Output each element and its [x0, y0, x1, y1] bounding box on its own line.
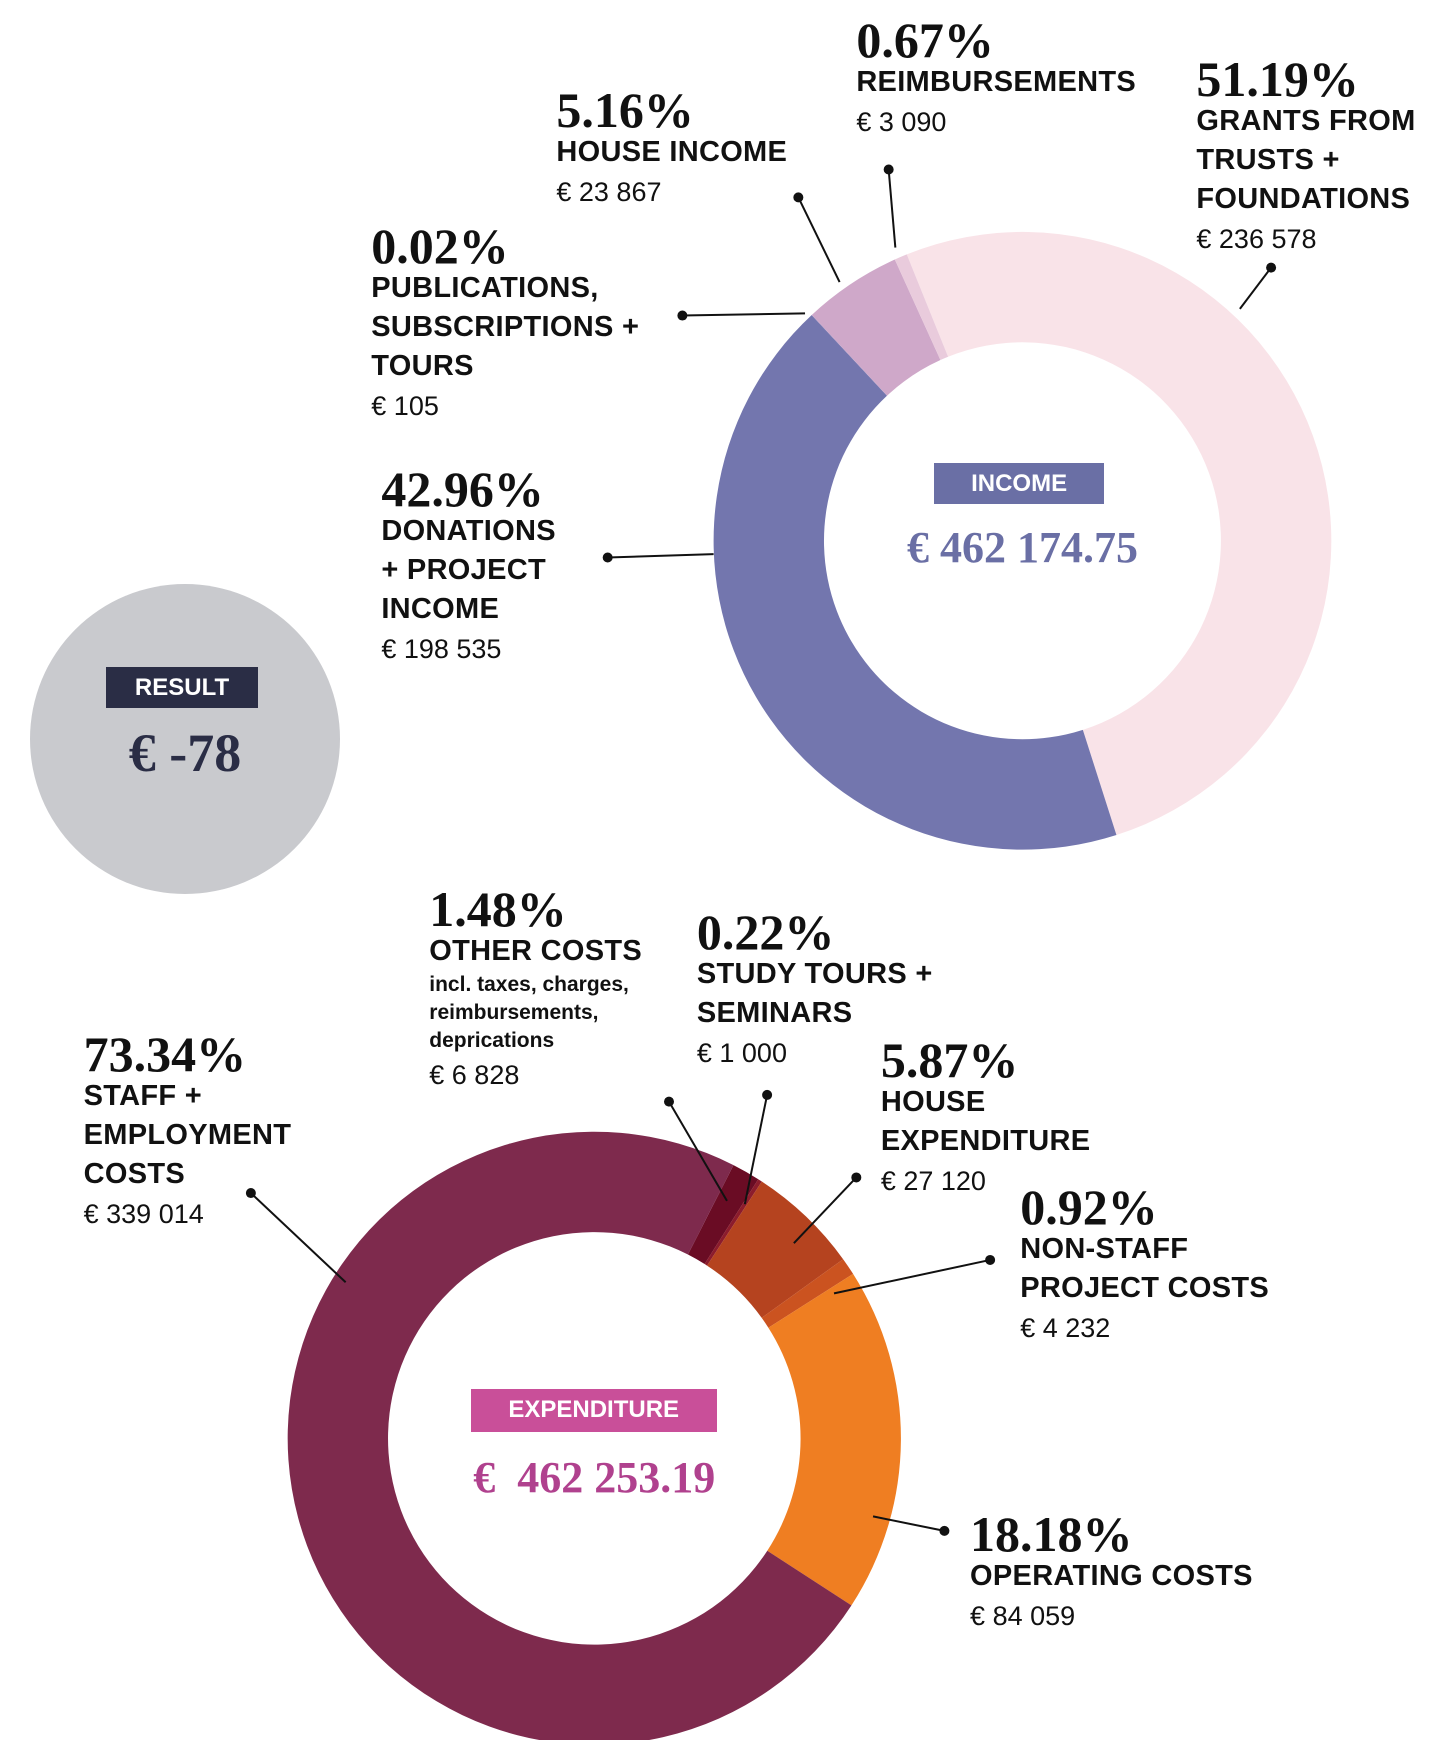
percent-label: 5.87% — [880, 1031, 1019, 1088]
segment-label: 0.67% REIMBURSEMENTS € 3 090 — [856, 11, 1137, 142]
leader-line — [872, 1515, 945, 1532]
center-badge: INCOME — [934, 462, 1104, 504]
amount-label: € 1 000 — [696, 1037, 787, 1068]
segment-label: 0.22% STUDY TOURS + SEMINARS € 1 000 — [696, 903, 933, 1073]
percent-label: 73.34% — [83, 1026, 247, 1083]
donut-segment — [713, 315, 1117, 850]
leader-dot — [664, 1096, 674, 1107]
amount-label: € 339 014 — [83, 1199, 204, 1230]
category-label: OPERATING COSTS — [970, 1559, 1253, 1592]
donut-segment — [687, 1165, 759, 1265]
donut-segment — [811, 314, 888, 396]
leader-line — [797, 196, 841, 283]
center-badge: EXPENDITURE — [470, 1389, 717, 1432]
amount-label: € 84 059 — [970, 1600, 1076, 1631]
category-label: HOUSE EXPENDITURE — [880, 1085, 1091, 1157]
leader-dot — [985, 1254, 996, 1265]
amount-label: € 4 232 — [1020, 1313, 1111, 1344]
leader-dot — [851, 1172, 862, 1183]
percent-label: 42.96% — [381, 461, 544, 518]
segment-label: 0.92% NON-STAFF PROJECT COSTS € 4 232 — [1020, 1179, 1270, 1348]
percent-label: 5.16% — [556, 81, 694, 138]
category-label: GRANTS FROM TRUSTS + FOUNDATIONS — [1196, 104, 1416, 215]
category-label: OTHER COSTS — [429, 935, 643, 968]
category-label: STAFF + EMPLOYMENT COSTS — [83, 1080, 292, 1191]
segment-label: 51.19% GRANTS FROM TRUSTS + FOUNDATIONS € … — [1196, 50, 1416, 259]
leader-dot — [245, 1188, 256, 1199]
amount-label: € 3 090 — [856, 106, 947, 137]
center-total: € 462 174.75 — [906, 522, 1138, 572]
donut-segment — [287, 1131, 852, 1740]
leader-line — [607, 553, 714, 559]
segment-label: 73.34% STAFF + EMPLOYMENT COSTS € 339 014 — [83, 1026, 292, 1234]
category-label: STUDY TOURS + SEMINARS — [696, 957, 933, 1029]
segment-label: 18.18% OPERATING COSTS € 84 059 — [970, 1505, 1253, 1636]
leader-dot — [762, 1089, 773, 1100]
category-label: PUBLICATIONS, SUBSCRIPTIONS + TOURS — [371, 272, 640, 382]
leader-dot — [793, 192, 804, 203]
leader-line — [743, 1094, 769, 1205]
percent-label: 1.48% — [429, 881, 567, 938]
donut-segment — [906, 231, 1332, 835]
percent-label: 0.92% — [1020, 1179, 1158, 1236]
segment-label: 0.02% PUBLICATIONS, SUBSCRIPTIONS + TOURS… — [371, 218, 640, 426]
leader-line — [250, 1192, 347, 1283]
amount-label: € 236 578 — [1196, 223, 1317, 254]
leader-line — [833, 1258, 991, 1295]
leader-dot — [939, 1525, 950, 1536]
center-total: € 462 253.19 — [473, 1452, 716, 1502]
leader-line — [668, 1101, 728, 1202]
percent-label: 0.67% — [856, 11, 994, 68]
annotation: incl. taxes, charges, reimbursements, de… — [429, 973, 629, 1053]
category-label: REIMBURSEMENTS — [856, 65, 1137, 98]
result-circle — [30, 584, 340, 894]
percent-label: 0.22% — [696, 903, 835, 960]
donut-segment — [704, 1179, 762, 1266]
percent-label: 0.02% — [371, 218, 509, 274]
amount-label: € 105 — [371, 391, 439, 421]
donut-segment — [707, 1181, 844, 1318]
amount-label: € 23 867 — [556, 176, 662, 207]
donut-segment — [767, 1273, 901, 1606]
donut-segment — [894, 254, 949, 361]
donut-segment — [761, 1259, 854, 1328]
amount-label: € 198 535 — [381, 634, 502, 665]
result-badge: RESULT — [106, 667, 258, 708]
leader-line — [682, 312, 806, 317]
segment-label: 5.16% HOUSE INCOME € 23 867 — [556, 81, 788, 212]
category-label: DONATIONS + PROJECT INCOME — [381, 515, 556, 626]
segment-label: 42.96% DONATIONS + PROJECT INCOME € 198 53… — [381, 461, 556, 669]
category-label: HOUSE INCOME — [556, 135, 788, 168]
leader-line — [887, 169, 897, 248]
leader-dot — [602, 552, 613, 563]
donut-segment — [811, 259, 941, 396]
leader-dot — [1266, 262, 1277, 273]
segment-label: 1.48% OTHER COSTS incl. taxes, charges, re… — [429, 881, 643, 1095]
percent-label: 51.19% — [1196, 50, 1359, 107]
result-value: € -78 — [128, 723, 242, 783]
leader-line — [1239, 266, 1272, 310]
amount-label: € 27 120 — [880, 1165, 986, 1196]
leader-line — [793, 1176, 858, 1244]
percent-label: 18.18% — [970, 1505, 1133, 1562]
segment-label: 5.87% HOUSE EXPENDITURE € 27 120 — [880, 1031, 1091, 1201]
amount-label: € 6 828 — [429, 1060, 520, 1091]
category-label: NON-STAFF PROJECT COSTS — [1020, 1233, 1270, 1305]
leader-dot — [883, 164, 894, 175]
leader-dot — [677, 310, 688, 321]
